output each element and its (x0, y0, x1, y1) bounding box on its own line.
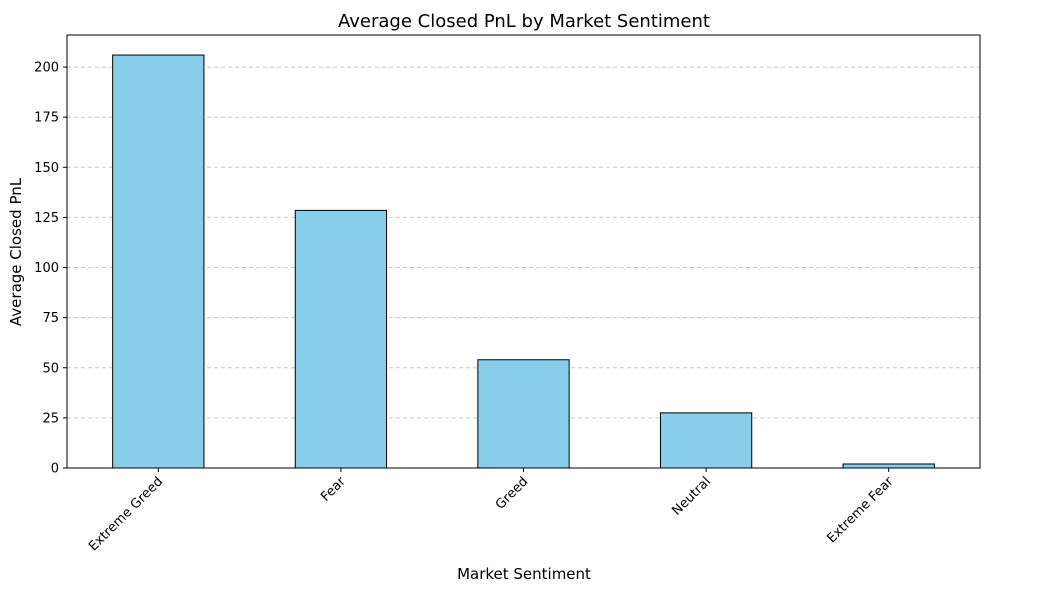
x-tick-label: Extreme Fear (824, 474, 897, 547)
bar (842, 463, 935, 469)
x-tick-label: Extreme Greed (86, 474, 166, 554)
bar (294, 209, 388, 469)
y-axis-title: Average Closed PnL (7, 177, 25, 326)
bar (112, 54, 205, 469)
x-tick-label: Fear (318, 474, 349, 505)
y-tick-label: 25 (42, 411, 59, 426)
x-axis: Extreme Greed Fear Greed Neutral Extreme Fea… (86, 468, 897, 554)
bar (477, 359, 570, 469)
y-tick-label: 200 (34, 61, 59, 76)
bars (112, 54, 935, 469)
x-tick-label: Greed (493, 474, 531, 512)
y-tick-label: 100 (34, 261, 59, 276)
y-tick-label: 175 (34, 111, 59, 126)
y-tick-label: 0 (51, 462, 59, 477)
y-tick-label: 150 (34, 161, 59, 176)
y-tick-label: 75 (42, 311, 59, 326)
bar (659, 412, 753, 469)
y-axis: 0 25 50 75 100 125 150 175 200 (34, 61, 67, 477)
chart-title: Average Closed PnL by Market Sentiment (338, 11, 710, 32)
y-tick-label: 50 (42, 361, 59, 376)
y-tick-label: 125 (34, 211, 59, 226)
x-tick-label: Neutral (669, 474, 714, 519)
x-axis-title: Market Sentiment (457, 565, 591, 583)
